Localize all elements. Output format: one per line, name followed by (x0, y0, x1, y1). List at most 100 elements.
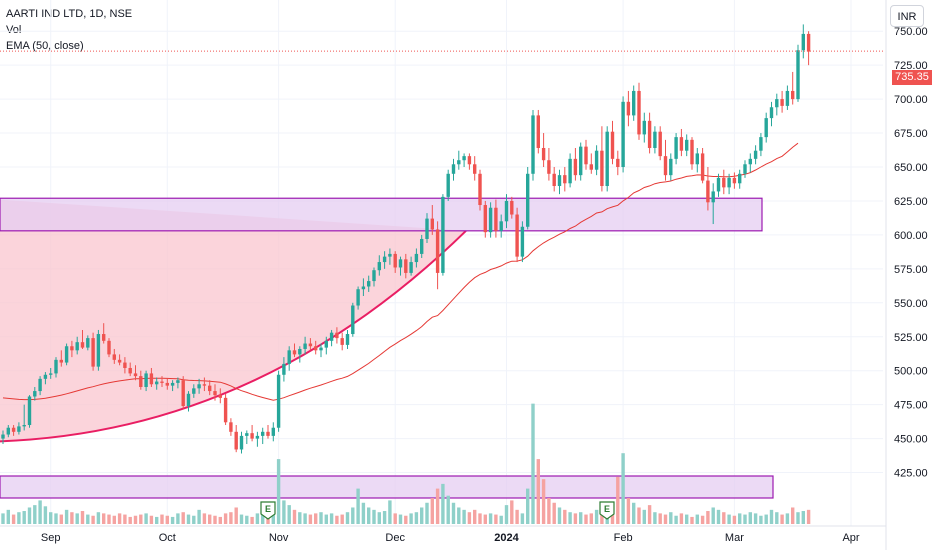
volume-bar (255, 513, 260, 524)
volume-bar (801, 511, 805, 524)
volume-bar (117, 513, 122, 524)
volume-bar (197, 509, 201, 524)
candle-body (690, 139, 694, 165)
ema-indicator-label[interactable]: EMA (50, close) (6, 40, 84, 52)
candle-body (160, 381, 164, 383)
time-tick-label: Nov (269, 532, 289, 544)
volume-bar (33, 505, 37, 524)
candle-body (441, 196, 445, 273)
candle-body (753, 150, 758, 159)
volume-bar (483, 514, 487, 524)
volume-bar (425, 502, 429, 524)
volume-bar (722, 512, 726, 524)
candle-body (541, 147, 546, 161)
volume-bar (494, 514, 498, 524)
candle-body (86, 338, 90, 348)
candle-body (80, 342, 85, 348)
volume-bar (446, 495, 450, 524)
candle-body (181, 380, 185, 407)
volume-bar (632, 502, 636, 524)
candle-body (727, 177, 731, 188)
candle-body (414, 253, 419, 263)
price-tick-label: 675.00 (894, 128, 928, 140)
candle-body (610, 131, 615, 159)
volume-bar (361, 502, 366, 524)
candle-body (451, 164, 456, 174)
candle-body (738, 173, 742, 184)
candle-body (600, 150, 604, 187)
volume-bar (213, 515, 217, 524)
volume-bar (414, 512, 419, 524)
candle-body (75, 342, 79, 351)
price-tick-label: 500.00 (894, 366, 928, 378)
candle-body (653, 131, 657, 148)
candle-body (769, 107, 774, 119)
currency-button[interactable]: INR (890, 5, 924, 27)
volume-bar (282, 500, 286, 524)
last-price-tag: 735.35 (892, 70, 932, 85)
candle-body (764, 118, 768, 138)
candle-body (473, 164, 477, 174)
candle-body (658, 131, 662, 157)
candle-body (388, 253, 392, 257)
volume-bar (186, 514, 191, 524)
candle-body (637, 90, 641, 135)
candle-body (165, 382, 169, 386)
candle-body (345, 334, 350, 345)
candle-body (298, 348, 302, 355)
chart-legend: AARTI IND LTD, 1D, NSE Vol EMA (50, clos… (6, 6, 132, 54)
volume-bar (107, 514, 111, 524)
volume-bar (229, 512, 233, 524)
volume-bar (176, 513, 180, 524)
volume-indicator-label[interactable]: Vol (6, 24, 22, 36)
candle-body (685, 139, 689, 151)
candle-body (250, 433, 254, 439)
candle-body (377, 262, 381, 271)
volume-bar (404, 515, 408, 524)
volume-bar (451, 502, 456, 524)
volume-bar (139, 514, 143, 524)
volume-bar (54, 513, 58, 524)
volume-bar (149, 515, 154, 524)
volume-bar (165, 515, 169, 524)
candle-body (446, 173, 450, 197)
volume-bar (488, 513, 493, 524)
volume-bar (181, 512, 185, 524)
volume-bar (526, 488, 530, 524)
volume-bar (38, 500, 42, 524)
candle-body (282, 363, 286, 375)
volume-bar (367, 507, 371, 524)
symbol-title[interactable]: AARTI IND LTD, 1D, NSE (6, 8, 133, 20)
candle-body (547, 160, 551, 174)
volume-bar (261, 514, 265, 524)
volume-bar (589, 513, 593, 524)
volume-bar (393, 513, 397, 524)
candle-body (308, 343, 313, 347)
volume-bar (102, 513, 106, 524)
volume-bar (748, 512, 752, 524)
volume-bar (515, 509, 519, 524)
candles (1, 24, 811, 454)
candle-body (647, 120, 652, 148)
candle-body (494, 207, 498, 231)
volume-bar (584, 514, 588, 524)
volume-bar (314, 513, 318, 524)
volume-bar (409, 513, 413, 524)
volume-bar (75, 513, 79, 524)
volume-bar (552, 502, 556, 524)
volume-bar (160, 514, 164, 524)
volume-bar (499, 515, 503, 524)
volume-bar (769, 509, 774, 524)
candle-body (393, 253, 397, 268)
volume-bar (324, 514, 328, 524)
volume-bar (276, 459, 281, 524)
volume-bar (775, 512, 779, 524)
time-tick-label: Sep (41, 532, 61, 544)
candle-body (515, 214, 519, 257)
candle-body (287, 350, 291, 364)
candle-body (197, 384, 201, 389)
candle-body (642, 120, 646, 135)
volume-bar (49, 512, 53, 524)
volume-bar (536, 459, 540, 524)
